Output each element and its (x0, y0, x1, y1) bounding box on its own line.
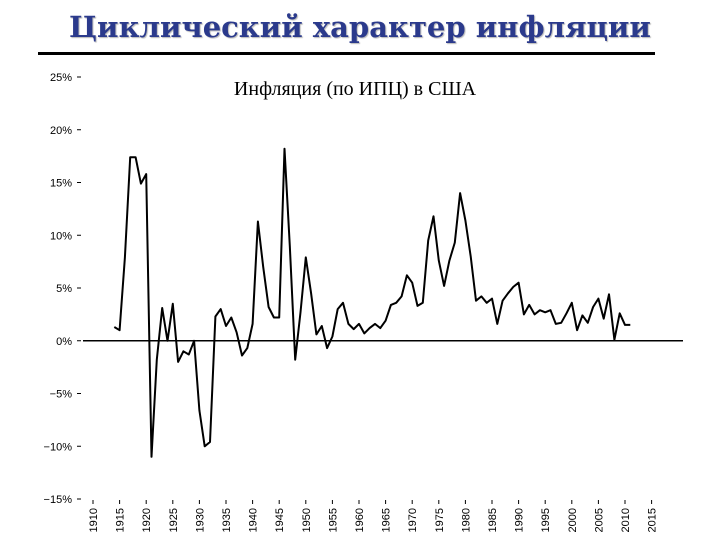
x-tick-label: 1950 (301, 508, 313, 532)
x-tick-label: 1960 (354, 508, 366, 532)
x-tick-label: 1925 (168, 508, 180, 532)
y-axis: 25% 20% 15% 10% 5% 0% −5% −10% −15% (44, 72, 81, 506)
x-axis: 1910 1915 1920 1925 1930 1935 1940 1945 1950 1955… (88, 500, 659, 532)
x-tick-label: 1920 (141, 508, 153, 532)
series-line-us-cpi (113, 147, 631, 458)
x-tick-label: 1935 (221, 508, 233, 532)
y-tick-label: −15% (44, 494, 73, 506)
x-tick-label: 1980 (460, 508, 472, 532)
x-tick-label: 1945 (274, 508, 286, 532)
x-tick-label: 1965 (381, 508, 393, 532)
x-tick-label: 1990 (514, 508, 526, 532)
x-tick-label: 1940 (248, 508, 260, 532)
y-tick-label: −5% (50, 389, 73, 401)
chart-subtitle: Инфляция (по ИПЦ) в США (234, 78, 477, 100)
x-tick-label: 1955 (327, 508, 339, 532)
y-tick-label: 10% (50, 230, 72, 242)
x-tick-label: 2000 (567, 508, 579, 532)
title-underline (38, 52, 655, 55)
x-tick-label: 1915 (115, 508, 127, 532)
x-tick-label: 2005 (593, 508, 605, 532)
y-tick-label: 15% (50, 178, 72, 190)
y-tick-label: −10% (44, 441, 73, 453)
x-tick-label: 2010 (620, 508, 632, 532)
x-tick-label: 2015 (647, 508, 659, 532)
x-tick-label: 1970 (407, 508, 419, 532)
y-tick-label: 25% (50, 72, 72, 84)
slide-title: Циклический характер инфляции (69, 10, 651, 44)
x-tick-label: 1995 (540, 508, 552, 532)
x-tick-label: 1910 (88, 508, 100, 532)
y-tick-label: 0% (56, 336, 72, 348)
x-tick-label: 1985 (487, 508, 499, 532)
x-tick-label: 1975 (434, 508, 446, 532)
y-tick-label: 20% (50, 125, 72, 137)
y-tick-label: 5% (56, 283, 72, 295)
x-tick-label: 1930 (194, 508, 206, 532)
